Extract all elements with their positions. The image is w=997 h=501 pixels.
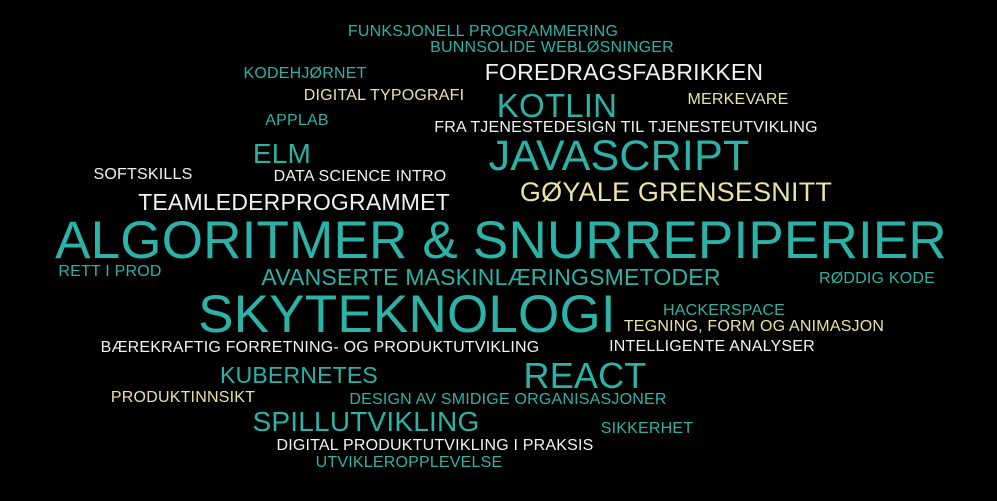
- word-fra-tjenestedesign[interactable]: FRA TJENESTEDESIGN TIL TJENESTEUTVIKLING: [434, 119, 818, 136]
- word-digital-typografi[interactable]: DIGITAL TYPOGRAFI: [303, 87, 465, 104]
- word-data-science-intro[interactable]: DATA SCIENCE INTRO: [273, 168, 447, 185]
- word-goyale-grensesnitt[interactable]: GØYALE GRENSESNITT: [519, 177, 833, 207]
- word-produktinnsikt[interactable]: PRODUKTINNSIKT: [110, 389, 256, 406]
- word-react[interactable]: REACT: [523, 355, 647, 396]
- word-intelligente-analyser[interactable]: INTELLIGENTE ANALYSER: [609, 338, 815, 355]
- word-javascript[interactable]: JAVASCRIPT: [488, 132, 750, 180]
- word-softskills[interactable]: SOFTSKILLS: [93, 166, 193, 183]
- word-funksjonell-programmering[interactable]: FUNKSJONELL PROGRAMMERING: [347, 23, 619, 40]
- word-kodehjornet[interactable]: KODEHJØRNET: [243, 65, 367, 82]
- word-digital-produktutvikling[interactable]: DIGITAL PRODUKTUTVIKLING I PRAKSIS: [276, 437, 594, 454]
- word-avanserte-maskinlaeringsmetoder[interactable]: AVANSERTE MASKINLÆRINGSMETODER: [261, 264, 721, 290]
- word-sikkerhet[interactable]: SIKKERHET: [600, 420, 694, 437]
- word-design-av-smidige-organisasjoner[interactable]: DESIGN AV SMIDIGE ORGANISASJONER: [349, 391, 667, 408]
- word-spillutvikling[interactable]: SPILLUTVIKLING: [252, 406, 480, 437]
- word-tegning-form-animasjon[interactable]: TEGNING, FORM OG ANIMASJON: [623, 318, 885, 335]
- word-foredragsfabrikken[interactable]: FOREDRAGSFABRIKKEN: [484, 59, 764, 85]
- word-teamlederprogrammet[interactable]: TEAMLEDERPROGRAMMET: [138, 189, 450, 215]
- word-bunnsolide-weblosninger[interactable]: BUNNSOLIDE WEBLØSNINGER: [430, 39, 674, 56]
- word-hackerspace[interactable]: HACKERSPACE: [663, 302, 785, 319]
- word-rett-i-prod[interactable]: RETT I PROD: [58, 263, 162, 280]
- word-elm[interactable]: ELM: [252, 138, 312, 169]
- word-skyteknologi[interactable]: SKYTEKNOLOGI: [198, 285, 616, 344]
- word-baerekraftig-forretning[interactable]: BÆREKRAFTIG FORRETNING- OG PRODUKTUTVIKL…: [100, 339, 540, 356]
- word-merkevare[interactable]: MERKEVARE: [687, 91, 789, 108]
- word-utvikleropplevelse[interactable]: UTVIKLEROPPLEVELSE: [315, 454, 503, 471]
- word-kotlin[interactable]: KOTLIN: [496, 87, 618, 124]
- word-kubernetes[interactable]: KUBERNETES: [220, 362, 378, 388]
- word-applab[interactable]: APPLAB: [265, 112, 329, 129]
- word-roddig-kode[interactable]: RØDDIG KODE: [819, 270, 935, 287]
- word-algoritmer-snurrepiperier[interactable]: ALGORITMER & SNURREPIPERIER: [55, 211, 947, 270]
